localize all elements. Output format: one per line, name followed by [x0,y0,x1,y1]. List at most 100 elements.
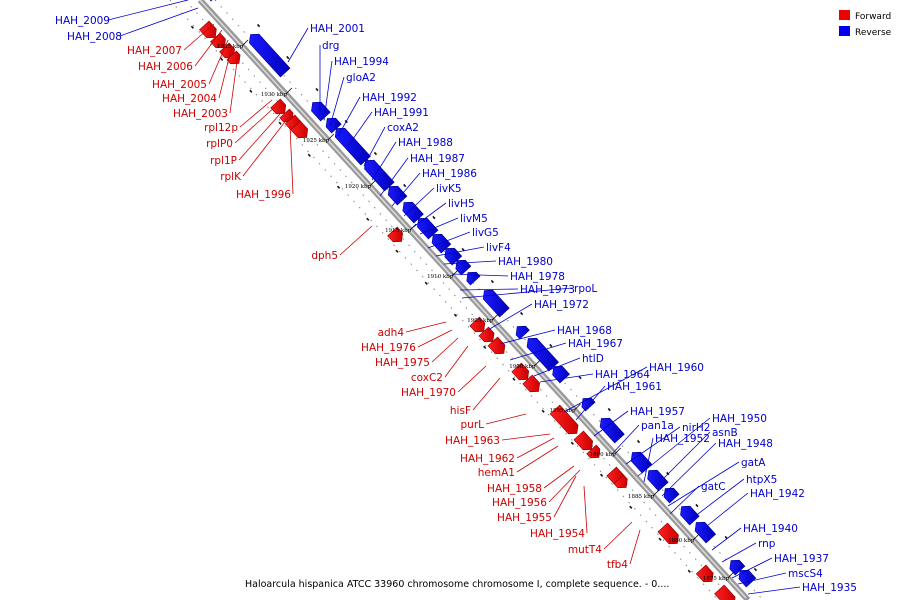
forward-leader-line [218,45,233,99]
scale-tick-mark [327,133,335,141]
reverse-gene-label: HAH_1994 [334,56,389,68]
forward-gene-arrow [522,374,541,393]
forward-gene-arrow [695,564,714,583]
reverse-leader-line [575,385,606,421]
reverse-gene-label: gatC [701,481,726,493]
reverse-leader-line [667,461,740,507]
track-dash [520,311,524,316]
forward-leader-line [516,445,559,473]
reverse-gene-label: HAH_1972 [534,299,589,311]
forward-leader-line [289,125,294,195]
reverse-leader-line [379,157,409,197]
reverse-gene-label: HAH_1987 [410,153,465,165]
reverse-leader-line [329,76,345,127]
track-dash [666,471,670,476]
track-dash [278,121,282,125]
track-dash [607,407,611,412]
reverse-gene-label: HAH_1961 [607,381,662,393]
forward-gene-arrow [657,522,679,545]
track-dash [256,23,261,28]
forward-leader-line [234,105,277,144]
reverse-leader-line [643,437,654,483]
forward-gene-label: tfb4 [607,559,628,571]
reverse-gene-label: nirH2 [682,422,710,434]
forward-gene-label: HAH_2005 [152,79,207,91]
reverse-gene-arrow [630,451,653,474]
forward-leader-line [485,413,527,425]
forward-gene-label: rpl12p [204,122,238,134]
reverse-gene-label: pan1a [641,420,674,432]
reverse-gene-label: HAH_1991 [374,107,429,119]
forward-leader-line [548,469,581,503]
reverse-leader-line [747,586,801,595]
track-dash [483,345,487,349]
forward-gene-label: HAH_1976 [361,342,416,354]
legend: Forward Reverse [839,10,892,38]
reverse-leader-line [411,202,447,229]
reverse-leader-line [563,366,648,413]
forward-gene-label: HAH_2004 [162,93,217,105]
track-dash [403,183,407,188]
forward-leader-line [603,521,633,550]
forward-leader-line [543,465,575,489]
reverse-leader-line [731,557,773,579]
reverse-gene-arrow [515,325,530,340]
reverse-gene-arrow [387,185,408,206]
reverse-gene-label: livG5 [472,227,499,239]
scale-tick-label: 1900 kbp [509,364,536,370]
track-dash [541,409,545,413]
forward-gene-arrow [270,98,287,115]
forward-leader-line [239,99,273,128]
forward-gene-label: rplP0 [206,138,233,150]
track-dash [336,185,341,189]
reverse-leader-line [419,217,459,235]
reverse-gene-arrow [599,417,625,444]
reverse-gene-label: livH5 [448,198,475,210]
forward-gene-arrow [478,326,495,343]
scale-tick-mark [241,39,249,47]
forward-leader-line [417,329,453,348]
forward-gene-label: HAH_1996 [236,189,291,201]
reverse-leader-line [625,426,681,465]
reverse-gene-label: HAH_1964 [595,369,650,381]
track-dash [599,473,604,477]
forward-leader-line [553,475,577,518]
reverse-leader-line [107,0,189,21]
forward-gene-label: HAH_1970 [401,387,456,399]
legend-forward-label: Forward [855,12,891,22]
reverse-leader-line [539,373,594,383]
reverse-leader-line [287,27,309,63]
reverse-leader-line [701,492,749,531]
reverse-gene-label: HAH_1952 [655,433,710,445]
scale-tick-label: 1935 kbp [217,44,244,50]
forward-gene-arrow [549,404,579,435]
track-dash [636,439,641,444]
reverse-gene-label: HAH_1978 [510,271,565,283]
reverse-gene-label: gloA2 [346,72,376,84]
forward-gene-label: HAH_2007 [127,45,182,57]
reverse-gene-label: HAH_1940 [743,523,798,535]
scale-tick-label: 1875 kbp [703,576,730,582]
track-dash [424,281,428,285]
reverse-leader-line [451,273,509,277]
reverse-gene-label: livM5 [460,213,488,225]
forward-leader-line [183,23,215,51]
forward-genes [199,20,736,600]
reverse-leader-line [323,60,333,121]
reverse-leader-line [611,424,640,455]
reverse-leader-line [487,303,533,331]
forward-leader-line [208,39,229,85]
track-dash [366,217,370,221]
reverse-gene-arrow [311,101,331,122]
reverse-gene-label: HAH_1992 [362,92,417,104]
forward-leader-line [242,117,289,177]
reverse-leader-line [337,96,361,137]
reverse-leader-line [435,246,485,257]
reverse-gene-label: HAH_1980 [498,256,553,268]
reverse-gene-label: coxA2 [387,122,419,134]
forward-gene-label: purL [461,419,485,431]
forward-gene-label: HAH_1962 [460,453,515,465]
scale-tick-mark [533,359,541,367]
